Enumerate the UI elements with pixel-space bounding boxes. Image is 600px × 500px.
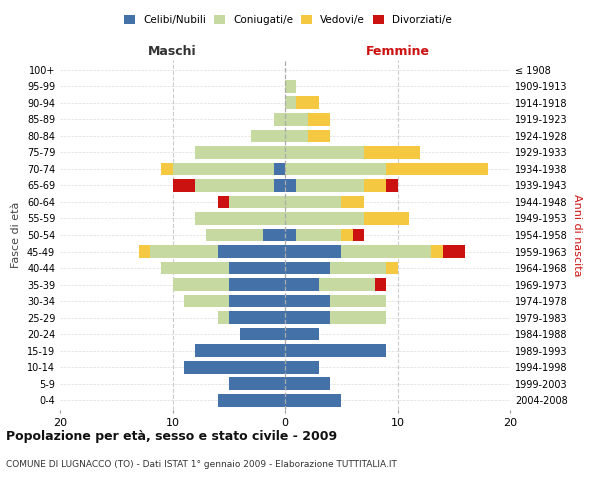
Bar bbox=[285, 146, 364, 159]
Bar bbox=[386, 179, 398, 192]
Text: Femmine: Femmine bbox=[365, 44, 430, 58]
Bar bbox=[375, 278, 386, 291]
Bar bbox=[285, 394, 341, 406]
Bar bbox=[218, 245, 285, 258]
Bar bbox=[364, 212, 409, 225]
Bar bbox=[229, 196, 285, 208]
Bar bbox=[173, 278, 229, 291]
Bar bbox=[195, 179, 274, 192]
Bar bbox=[161, 262, 229, 274]
Bar bbox=[195, 344, 285, 357]
Bar bbox=[330, 262, 386, 274]
Bar bbox=[285, 130, 308, 142]
Bar bbox=[218, 196, 229, 208]
Bar bbox=[319, 278, 375, 291]
Y-axis label: Fasce di età: Fasce di età bbox=[11, 202, 21, 268]
Bar bbox=[353, 228, 364, 241]
Bar bbox=[285, 196, 341, 208]
Bar bbox=[285, 344, 386, 357]
Bar bbox=[341, 245, 431, 258]
Bar bbox=[184, 360, 285, 374]
Bar bbox=[274, 179, 285, 192]
Bar bbox=[229, 262, 285, 274]
Y-axis label: Anni di nascita: Anni di nascita bbox=[571, 194, 581, 276]
Bar bbox=[443, 245, 465, 258]
Bar bbox=[229, 294, 285, 308]
Text: COMUNE DI LUGNACCO (TO) - Dati ISTAT 1° gennaio 2009 - Elaborazione TUTTITALIA.I: COMUNE DI LUGNACCO (TO) - Dati ISTAT 1° … bbox=[6, 460, 397, 469]
Bar bbox=[218, 311, 229, 324]
Bar bbox=[296, 96, 319, 110]
Bar bbox=[274, 162, 285, 175]
Bar bbox=[218, 394, 285, 406]
Bar bbox=[364, 146, 420, 159]
Bar bbox=[229, 278, 285, 291]
Bar bbox=[285, 80, 296, 93]
Bar bbox=[285, 262, 330, 274]
Bar bbox=[296, 179, 364, 192]
Bar bbox=[285, 212, 364, 225]
Bar bbox=[285, 377, 330, 390]
Bar bbox=[341, 228, 353, 241]
Bar bbox=[285, 228, 296, 241]
Bar bbox=[173, 162, 274, 175]
Bar bbox=[184, 294, 229, 308]
Bar bbox=[364, 179, 386, 192]
Bar bbox=[206, 228, 263, 241]
Bar bbox=[195, 212, 285, 225]
Bar bbox=[285, 278, 319, 291]
Bar bbox=[285, 179, 296, 192]
Bar bbox=[341, 196, 364, 208]
Bar bbox=[229, 377, 285, 390]
Bar bbox=[386, 262, 398, 274]
Bar bbox=[263, 228, 285, 241]
Legend: Celibi/Nubili, Coniugati/e, Vedovi/e, Divorziati/e: Celibi/Nubili, Coniugati/e, Vedovi/e, Di… bbox=[124, 15, 452, 25]
Bar bbox=[386, 162, 487, 175]
Bar bbox=[251, 130, 285, 142]
Bar bbox=[285, 311, 330, 324]
Bar bbox=[330, 311, 386, 324]
Bar bbox=[308, 130, 330, 142]
Bar bbox=[431, 245, 443, 258]
Bar bbox=[285, 113, 308, 126]
Bar bbox=[195, 146, 285, 159]
Bar bbox=[274, 113, 285, 126]
Bar bbox=[240, 328, 285, 340]
Bar bbox=[285, 294, 330, 308]
Text: Maschi: Maschi bbox=[148, 44, 197, 58]
Bar bbox=[285, 328, 319, 340]
Bar bbox=[139, 245, 150, 258]
Bar bbox=[285, 245, 341, 258]
Bar bbox=[161, 162, 173, 175]
Bar bbox=[308, 113, 330, 126]
Bar bbox=[285, 96, 296, 110]
Bar bbox=[285, 360, 319, 374]
Bar bbox=[330, 294, 386, 308]
Bar bbox=[173, 179, 195, 192]
Bar bbox=[150, 245, 218, 258]
Bar bbox=[296, 228, 341, 241]
Bar bbox=[229, 311, 285, 324]
Text: Popolazione per età, sesso e stato civile - 2009: Popolazione per età, sesso e stato civil… bbox=[6, 430, 337, 443]
Bar bbox=[285, 162, 386, 175]
